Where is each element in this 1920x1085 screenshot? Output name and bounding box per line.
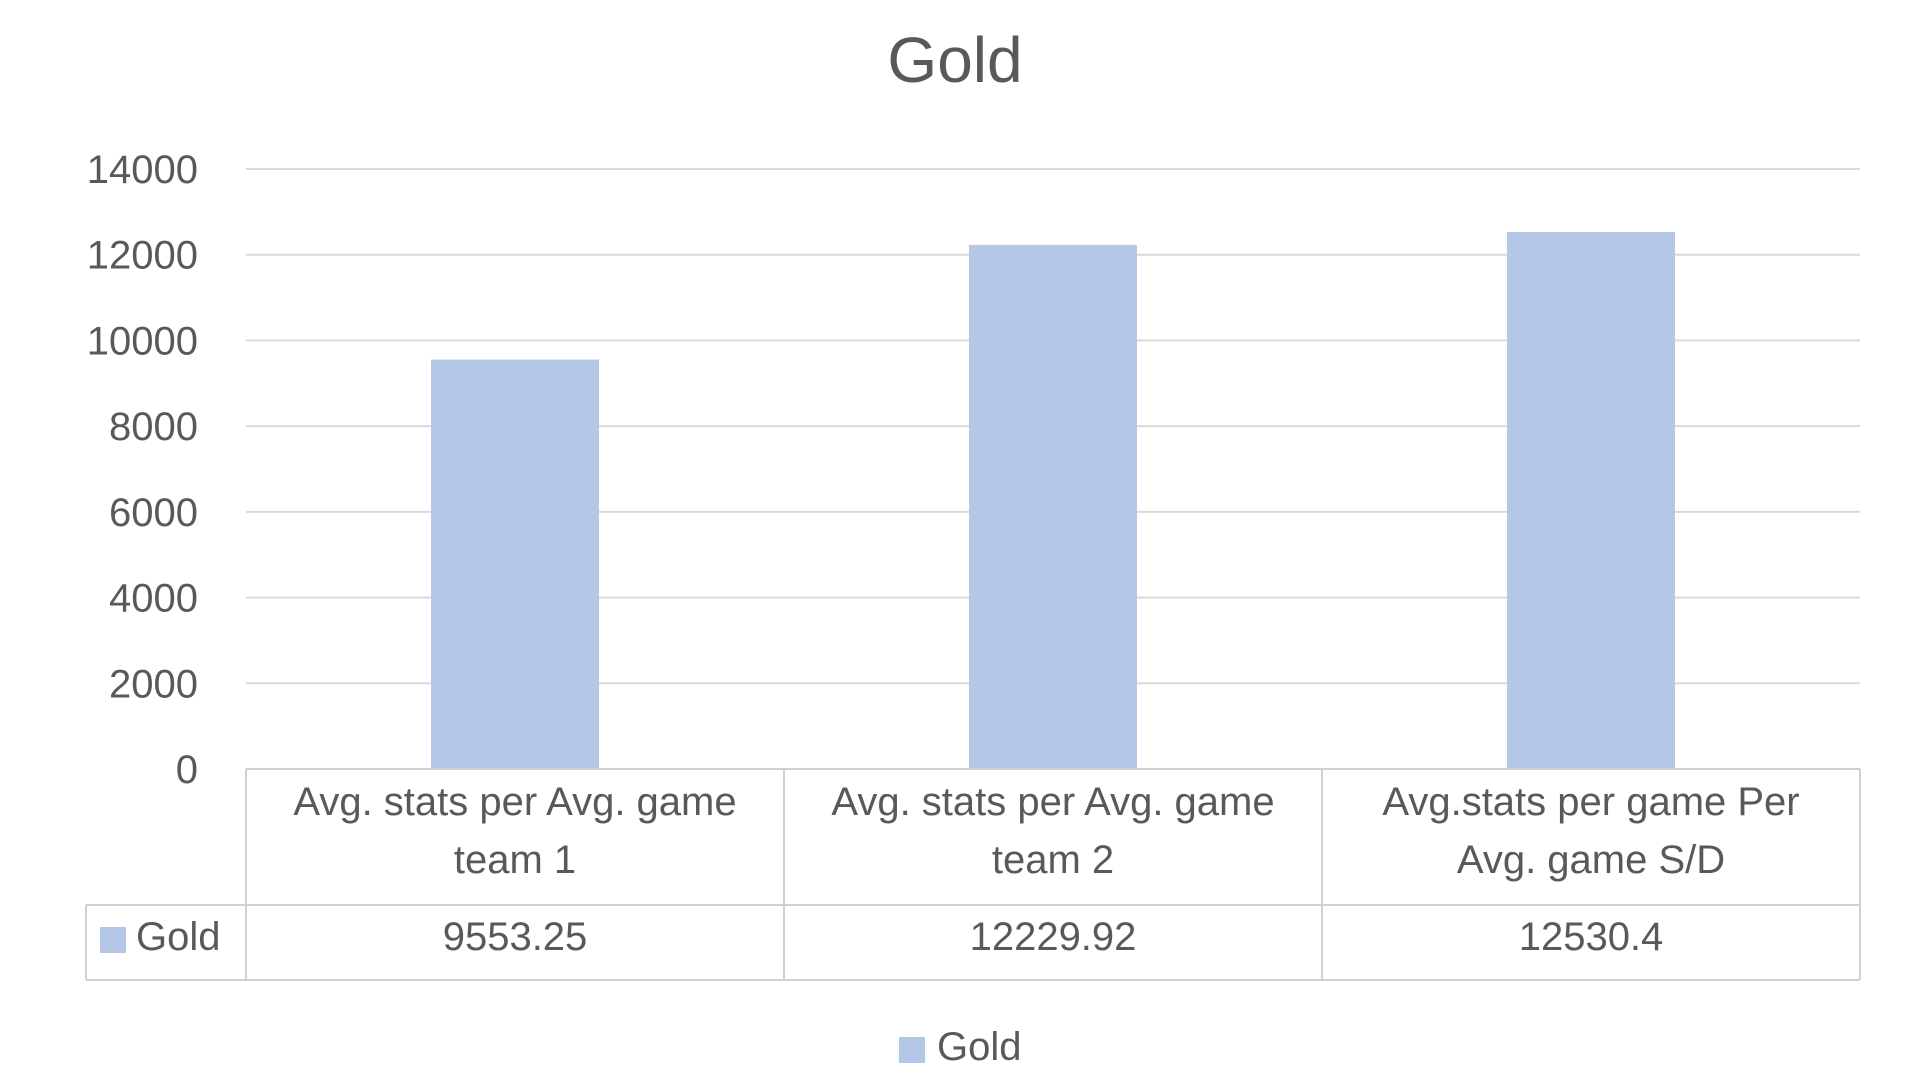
bar bbox=[1507, 231, 1675, 770]
table-series-swatch bbox=[100, 927, 126, 953]
legend-swatch bbox=[899, 1037, 925, 1063]
y-tick-label: 6000 bbox=[109, 491, 198, 535]
category-label: team 2 bbox=[992, 838, 1114, 882]
y-tick-label: 2000 bbox=[109, 662, 198, 706]
y-tick-label: 0 bbox=[176, 748, 198, 792]
category-label: Avg. stats per Avg. game bbox=[293, 780, 736, 824]
category-label: team 1 bbox=[454, 838, 576, 882]
table-series-name: Gold bbox=[136, 915, 221, 959]
y-tick-label: 10000 bbox=[87, 319, 198, 363]
y-tick-label: 12000 bbox=[87, 234, 198, 278]
y-tick-label: 4000 bbox=[109, 577, 198, 621]
data-label: 12530.4 bbox=[1519, 915, 1664, 959]
data-label: 9553.25 bbox=[443, 915, 588, 959]
chart-title: Gold bbox=[887, 24, 1022, 96]
legend: Gold bbox=[899, 1025, 1022, 1069]
category-label: Avg. game S/D bbox=[1457, 838, 1725, 882]
category-label: Avg.stats per game Per bbox=[1382, 780, 1799, 824]
bar bbox=[431, 359, 599, 769]
bars bbox=[431, 231, 1675, 770]
category-label: Avg. stats per Avg. game bbox=[831, 780, 1274, 824]
bar bbox=[969, 244, 1137, 769]
y-tick-label: 8000 bbox=[109, 405, 198, 449]
legend-label: Gold bbox=[937, 1025, 1022, 1069]
y-tick-label: 14000 bbox=[87, 148, 198, 192]
data-table: Avg. stats per Avg. game team 1 Avg. stats… bbox=[85, 768, 1861, 981]
y-axis-tick-labels: 0 2000 4000 6000 8000 10000 12000 14000 bbox=[87, 148, 198, 792]
data-label: 12229.92 bbox=[970, 915, 1137, 959]
